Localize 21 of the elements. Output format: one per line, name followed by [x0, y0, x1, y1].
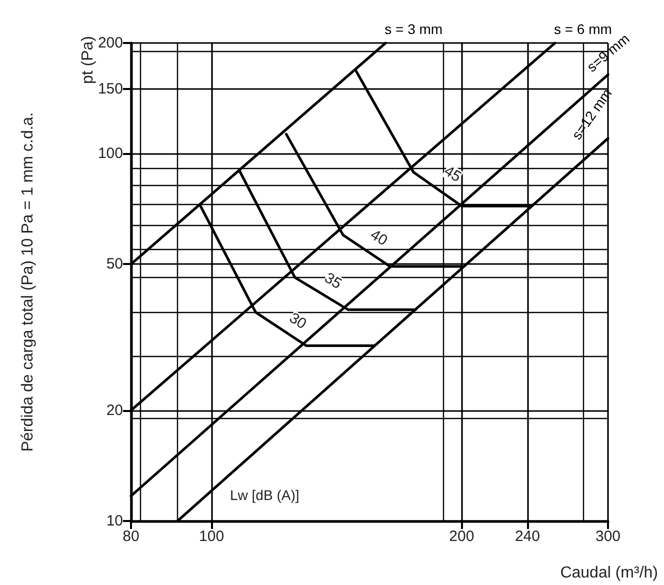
annotation: 35: [321, 269, 345, 293]
y-tick-label: 10: [106, 512, 123, 530]
annotation: 40: [367, 226, 390, 250]
annotation: 45: [440, 162, 464, 186]
y-axis-title: pt (Pa): [80, 36, 96, 84]
x-tick-label: 200: [449, 528, 474, 545]
x-tick-label: 240: [514, 528, 540, 545]
series-label: s = 3 mm: [384, 21, 443, 37]
y-tick-label: 100: [98, 145, 123, 162]
y-tick-label: 150: [98, 80, 123, 98]
text: Pérdida de carga total (Pa) 10 Pa = 1 mm c.d.a.: [20, 112, 36, 452]
x-tick-label: 100: [199, 528, 224, 545]
x-axis-title: Caudal (m³/h): [560, 564, 658, 582]
y-tick-label: 20: [106, 402, 123, 419]
x-tick-label: 80: [122, 528, 140, 545]
series-label: s = 6 mm: [554, 21, 612, 37]
x-tick-label: 300: [595, 528, 621, 545]
y-tick-label: 200: [98, 34, 123, 52]
y-tick-label: 50: [106, 256, 123, 273]
annotation: Lw [dB (A)]: [230, 487, 300, 503]
annotation: 30: [286, 310, 310, 333]
